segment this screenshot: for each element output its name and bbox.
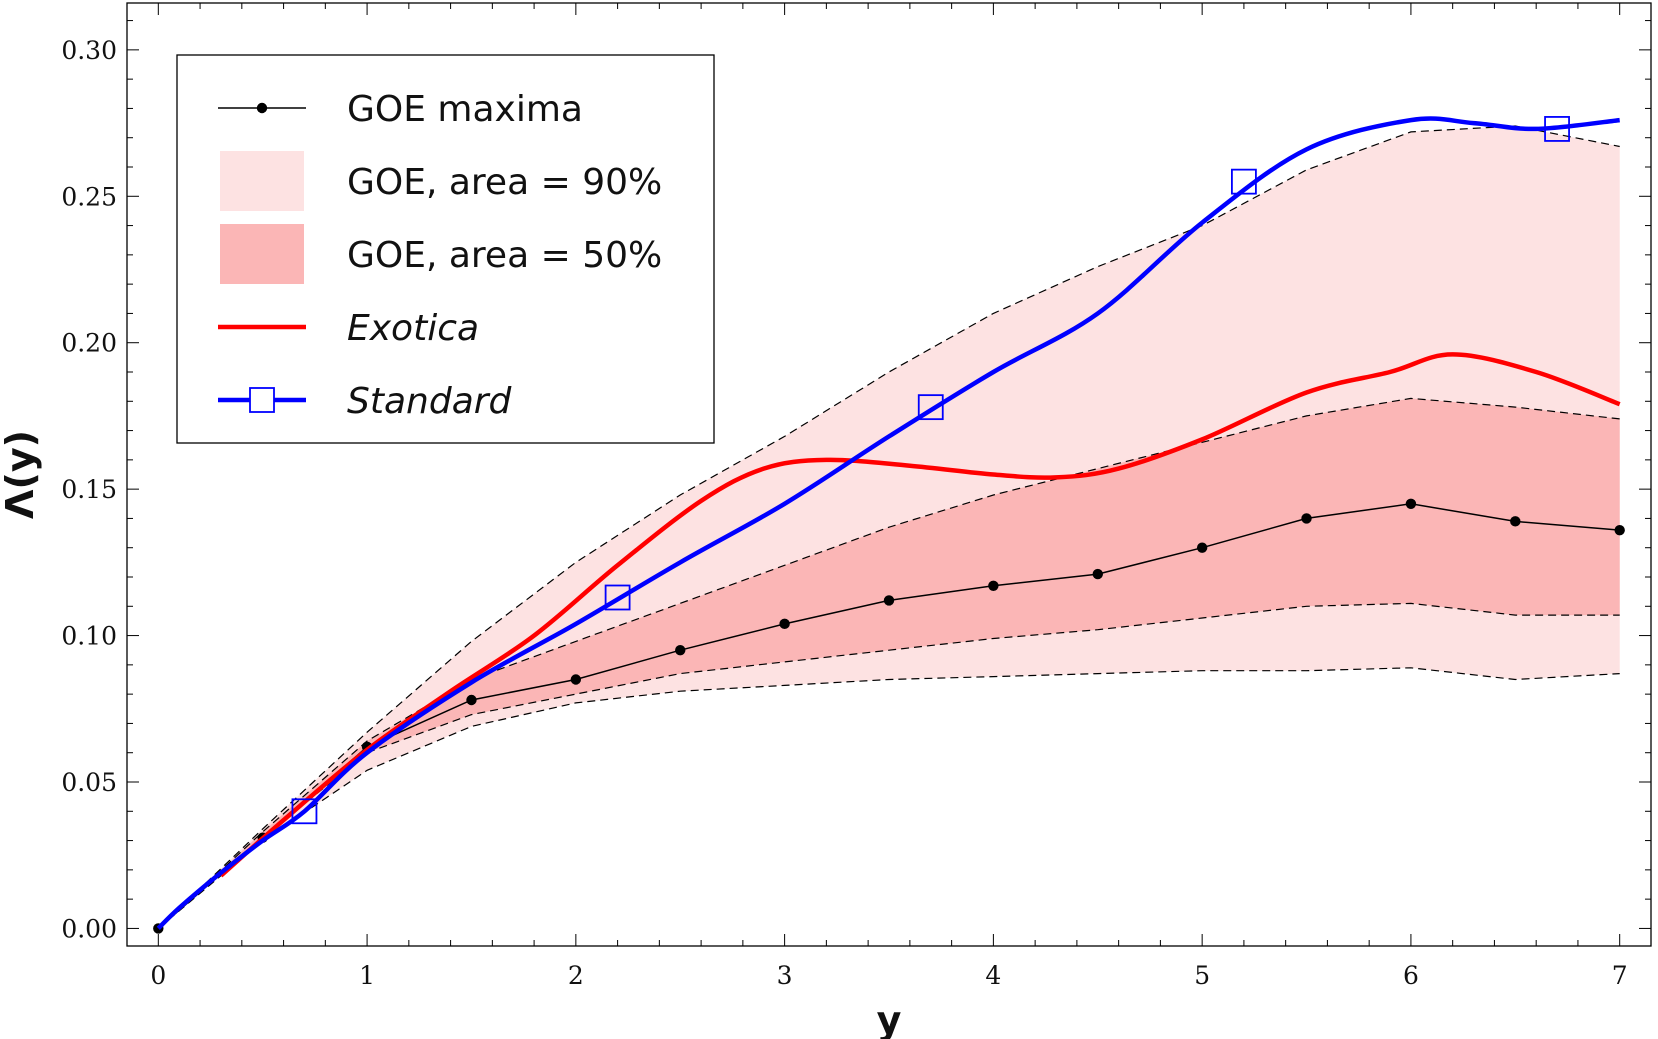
standard-marker <box>604 584 631 611</box>
x-tick-label: 2 <box>568 961 584 990</box>
goe-maxima-point <box>883 595 895 606</box>
x-tick-label: 7 <box>1612 961 1628 990</box>
goe-maxima-point <box>988 580 999 591</box>
legend-dot <box>256 102 268 114</box>
plot-frame <box>126 2 1652 947</box>
y-tick-label: 0.10 <box>61 622 117 651</box>
legend-square-marker <box>249 387 275 413</box>
x-tick-label: 1 <box>359 961 375 990</box>
y-axis-title: Λ(y) <box>0 430 42 519</box>
legend-label: Standard <box>347 381 513 422</box>
x-tick-label: 3 <box>777 961 793 990</box>
legend-swatch-90 <box>220 151 304 211</box>
legend-label: GOE maxima <box>347 89 583 130</box>
band-50-upper-boundary <box>157 397 1620 929</box>
y-tick-label: 0.20 <box>61 329 117 358</box>
x-tick-label: 0 <box>150 961 166 990</box>
standard-marker <box>917 394 944 421</box>
y-tick-label: 0.25 <box>61 182 117 211</box>
goe-maxima-point <box>675 645 686 656</box>
standard-marker <box>1231 168 1257 195</box>
goe-maxima-point <box>1614 524 1625 536</box>
band-90-lower-boundary <box>157 667 1620 929</box>
exotica-line <box>219 352 1621 878</box>
legend-label: GOE, area = 90% <box>347 162 662 203</box>
goe-maxima-point <box>1405 498 1417 509</box>
band-50-lower-boundary <box>157 602 1620 929</box>
goe-maxima-point <box>779 618 790 630</box>
band-50 <box>158 398 1620 929</box>
goe-maxima-point <box>1196 542 1208 553</box>
x-tick-label: 4 <box>985 961 1001 990</box>
x-tick-label: 6 <box>1403 961 1419 990</box>
x-tick-label: 5 <box>1194 961 1210 990</box>
y-tick-label: 0.00 <box>61 914 117 943</box>
legend: GOE maxima GOE, area = 90% GOE, area = 50%… <box>176 54 715 444</box>
y-tick-label: 0.05 <box>61 768 117 797</box>
y-tick-label: 0.30 <box>61 36 117 65</box>
legend-swatch-50 <box>220 224 304 284</box>
goe-maxima-point <box>1301 513 1312 524</box>
standard-marker <box>291 798 318 825</box>
legend-label: Exotica <box>347 308 479 349</box>
band-boundaries <box>157 125 1620 929</box>
x-axis-title: y <box>877 998 902 1039</box>
goe-maxima-point <box>570 674 582 685</box>
standard-marker <box>1544 116 1570 142</box>
y-tick-label: 0.15 <box>61 475 117 504</box>
goe-maxima-point <box>1092 568 1103 580</box>
series-layer <box>153 116 1625 934</box>
goe-maxima-point <box>466 694 477 706</box>
goe-maxima-point <box>1510 516 1521 527</box>
band-90-upper-boundary <box>157 125 1620 929</box>
legend-label: GOE, area = 50% <box>347 235 662 276</box>
